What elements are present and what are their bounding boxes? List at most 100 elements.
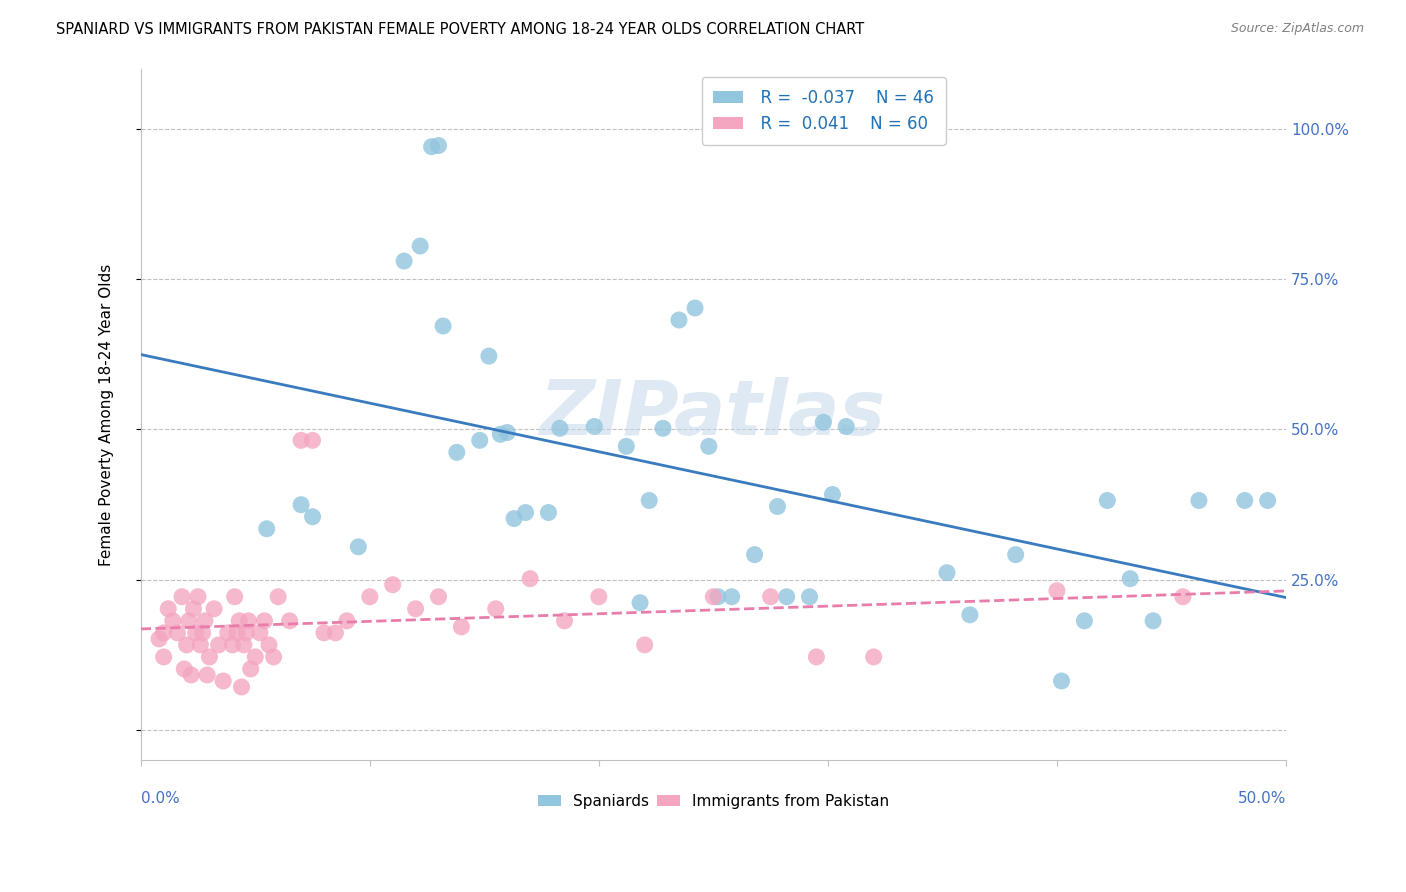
Point xyxy=(468,434,491,448)
Point xyxy=(198,649,221,664)
Point xyxy=(1171,590,1194,604)
Point xyxy=(485,601,508,615)
Point xyxy=(347,540,370,554)
Point xyxy=(301,509,323,524)
Point xyxy=(148,632,170,646)
Point xyxy=(1257,493,1279,508)
Point xyxy=(238,614,260,628)
Point xyxy=(652,421,675,435)
Point xyxy=(212,673,235,688)
Point xyxy=(775,590,797,604)
Point xyxy=(187,590,209,604)
Point xyxy=(325,625,347,640)
Point xyxy=(392,254,415,268)
Point xyxy=(162,614,184,628)
Point xyxy=(766,500,789,514)
Point xyxy=(496,425,519,440)
Point xyxy=(1050,673,1073,688)
Point xyxy=(290,434,312,448)
Point xyxy=(633,638,655,652)
Point xyxy=(152,649,174,664)
Point xyxy=(278,614,301,628)
Point xyxy=(301,434,323,448)
Point xyxy=(1073,614,1095,628)
Point xyxy=(256,522,278,536)
Point xyxy=(183,601,205,615)
Point xyxy=(638,493,661,508)
Point xyxy=(232,638,254,652)
Point xyxy=(548,421,571,435)
Text: Source: ZipAtlas.com: Source: ZipAtlas.com xyxy=(1230,22,1364,36)
Point xyxy=(1004,548,1026,562)
Point xyxy=(583,419,606,434)
Point xyxy=(173,662,195,676)
Point xyxy=(170,590,193,604)
Point xyxy=(553,614,575,628)
Point xyxy=(813,415,835,429)
Point xyxy=(427,590,450,604)
Point xyxy=(231,680,253,694)
Point xyxy=(336,614,359,628)
Point xyxy=(245,649,267,664)
Point xyxy=(1188,493,1211,508)
Point xyxy=(359,590,381,604)
Text: 0.0%: 0.0% xyxy=(141,791,180,806)
Point xyxy=(188,638,211,652)
Point xyxy=(409,239,432,253)
Point xyxy=(157,601,180,615)
Point xyxy=(235,625,257,640)
Point xyxy=(312,625,335,640)
Point xyxy=(1046,583,1069,598)
Point xyxy=(936,566,959,580)
Point xyxy=(432,318,454,333)
Point xyxy=(450,620,472,634)
Point xyxy=(177,614,200,628)
Point xyxy=(176,638,198,652)
Point xyxy=(489,427,512,442)
Point xyxy=(588,590,610,604)
Point xyxy=(253,614,276,628)
Point xyxy=(697,439,720,453)
Point xyxy=(683,301,706,315)
Point xyxy=(194,614,217,628)
Point xyxy=(249,625,271,640)
Point xyxy=(799,590,821,604)
Y-axis label: Female Poverty Among 18-24 Year Olds: Female Poverty Among 18-24 Year Olds xyxy=(100,263,114,566)
Point xyxy=(184,625,207,640)
Point xyxy=(862,649,884,664)
Point xyxy=(224,590,246,604)
Text: SPANIARD VS IMMIGRANTS FROM PAKISTAN FEMALE POVERTY AMONG 18-24 YEAR OLDS CORREL: SPANIARD VS IMMIGRANTS FROM PAKISTAN FEM… xyxy=(56,22,865,37)
Point xyxy=(381,578,404,592)
Point xyxy=(1119,572,1142,586)
Point xyxy=(290,498,312,512)
Point xyxy=(221,638,243,652)
Point xyxy=(427,138,450,153)
Point xyxy=(707,590,730,604)
Point xyxy=(263,649,285,664)
Point xyxy=(821,487,844,501)
Point xyxy=(228,614,250,628)
Point xyxy=(614,439,637,453)
Point xyxy=(519,572,541,586)
Point xyxy=(239,662,262,676)
Point xyxy=(152,625,174,640)
Point xyxy=(537,506,560,520)
Point xyxy=(420,139,443,153)
Point xyxy=(226,625,249,640)
Point xyxy=(267,590,290,604)
Point xyxy=(515,506,537,520)
Point xyxy=(1233,493,1256,508)
Point xyxy=(478,349,501,363)
Point xyxy=(959,607,981,622)
Point xyxy=(720,590,742,604)
Point xyxy=(668,313,690,327)
Point xyxy=(446,445,468,459)
Point xyxy=(191,625,214,640)
Point xyxy=(207,638,229,652)
Text: 50.0%: 50.0% xyxy=(1237,791,1286,806)
Point xyxy=(806,649,828,664)
Legend: Spaniards, Immigrants from Pakistan: Spaniards, Immigrants from Pakistan xyxy=(531,788,896,815)
Point xyxy=(1097,493,1119,508)
Point xyxy=(202,601,225,615)
Point xyxy=(195,668,218,682)
